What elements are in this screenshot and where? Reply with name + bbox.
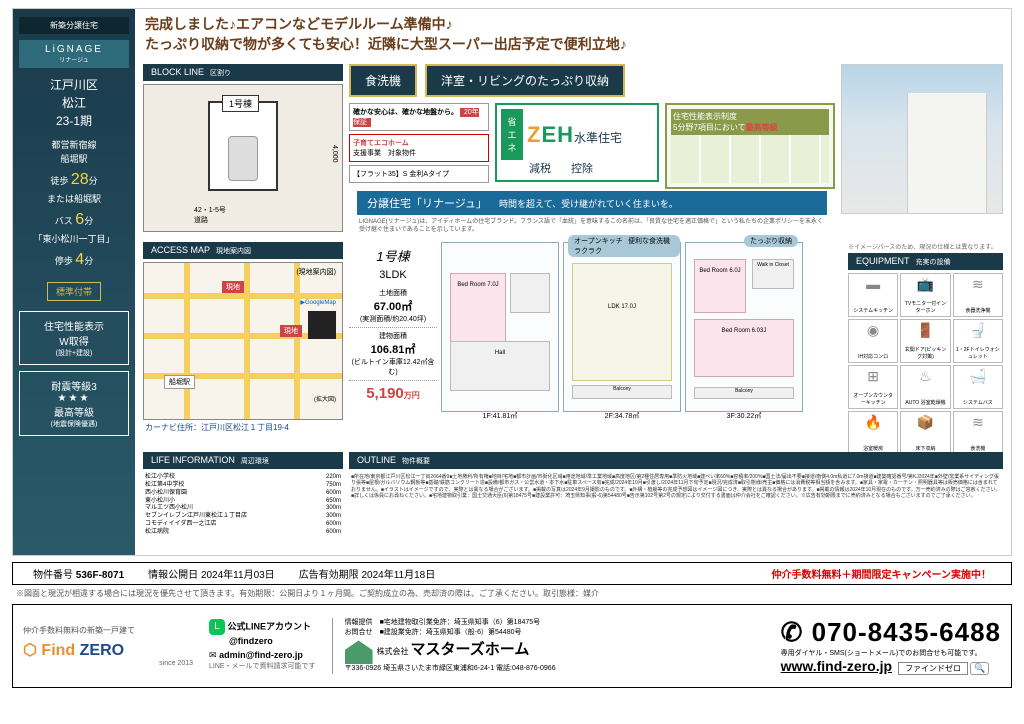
life-item: マルエツ西小松川300m bbox=[145, 505, 341, 513]
eco-home-box: 子育てエコホーム支援事業 対象物件 bbox=[349, 134, 489, 162]
equipment-item: ◉IH対応コンロ bbox=[848, 319, 898, 363]
equipment-item: ≋食器洗浄機 bbox=[953, 273, 1003, 317]
property-type-tag: 新築分譲住宅 bbox=[19, 17, 129, 34]
campaign-text: 仲介手数料無料＋期間限定キャンペーン実施中！ bbox=[760, 566, 1004, 581]
life-item: 松江小学校220m bbox=[145, 474, 341, 482]
floor-plan-2f: オープンキッチンでお手伝いもラクラク 便利な食洗機 LDK 17.0J Balc… bbox=[563, 242, 681, 412]
info-bar: 物件番号 536F-8071 情報公開日 2024年11月03日 広告有効期限 … bbox=[12, 562, 1012, 585]
floor-plan-section: 1号棟 3LDK 土地面積67.00㎡(実測面積/約20.40坪) 建物面積10… bbox=[349, 242, 842, 448]
warranty-box: 確かな安心は、確かな地盤から。 20年保証 bbox=[349, 103, 489, 131]
performance-box: 住宅性能表示W取得(設計+建設) bbox=[19, 311, 129, 365]
life-item: セブンイレブン江戸川東松江１丁目店300m bbox=[145, 513, 341, 521]
hero-headline: 完成しました♪エアコンなどモデルルーム準備中♪たっぷり収納で物が多くても安心！近… bbox=[135, 9, 1011, 60]
house-icon bbox=[345, 640, 373, 664]
features-section: 食洗機 洋室・リビングのたっぷり収納 確かな安心は、確かな地盤から。 20年保証… bbox=[349, 64, 835, 236]
life-item: コモディイイダ西一之江店600m bbox=[145, 521, 341, 529]
life-item: 西小松川保育園600m bbox=[145, 490, 341, 498]
train-access: 都営新宿線船堀駅 徒歩 28分 または船堀駅 バス 6分 「東小松川一丁目」 停… bbox=[19, 138, 129, 272]
earthquake-box: 耐震等級3★★★最高等級(地震保険優遇) bbox=[19, 371, 129, 436]
equipment-item: ⊞オープンカウンターキッチン bbox=[848, 365, 898, 409]
company-info: 情報提供 ■宅地建物取引業免許：埼玉県知事（6）第18475号 お問合せ ■建設… bbox=[332, 618, 556, 675]
equipment-item: ♨AUTO 浴室乾燥機 bbox=[900, 365, 950, 409]
location-map: 現地 現地 (現地案内図) ▶GoogleMap (拡大図) 船堀駅 bbox=[143, 262, 343, 420]
equipment-item: 📦床下収納 bbox=[900, 411, 950, 455]
equipment-item: 🔥浴室暖房 bbox=[848, 411, 898, 455]
search-icon: 🔍 bbox=[970, 662, 989, 675]
equipment-item: ≋食洗機 bbox=[953, 411, 1003, 455]
feature-badge-1: 食洗機 bbox=[349, 64, 417, 97]
content-area: 完成しました♪エアコンなどモデルルーム準備中♪たっぷり収納で物が多くても安心！近… bbox=[135, 9, 1011, 555]
feature-badge-2: 洋室・リビングのたっぷり収納 bbox=[425, 64, 625, 97]
disclaimer: ※図面と現況が相違する場合には現況を優先させて頂きます。有効期限：公開日より１ヶ… bbox=[12, 585, 1012, 602]
lineage-bar: 分譲住宅「リナージュ」時間を超えて、受け継がれていく住まいを。 bbox=[357, 191, 827, 215]
life-item: 松江病院600m bbox=[145, 529, 341, 537]
equipment-item: ▬システムキッチン bbox=[848, 273, 898, 317]
brand-logo: LiGNAGEリナージュ bbox=[19, 40, 129, 68]
floor-plan-1f: Bed Room 7.0J Hall 1F:41.81㎡ bbox=[441, 242, 559, 412]
block-line-section: BLOCK LINE区割り 1号棟 42・1-5号道路 4,000 bbox=[143, 64, 343, 236]
equipment-item: 📺TVモニター付インターホン bbox=[900, 273, 950, 317]
flat35-box: 【フラット35】S 金利Aタイプ bbox=[349, 165, 489, 183]
outline-section: OUTLINE物件概要 ■所在地/東京都江戸川区松江一丁目2664番9■土地権利… bbox=[349, 452, 1003, 526]
equipment-item: 🚽1・2Fトイレウォシュレット bbox=[953, 319, 1003, 363]
navi-address: カーナビ住所：江戸川区松江１丁目19-4 bbox=[143, 420, 343, 435]
life-info-section: LIFE INFORMATION周辺環境 松江小学校220m松江第4中学校750… bbox=[143, 452, 343, 526]
tel-box: ✆ 070-8435-6488 専用ダイヤル・SMS(ショートメール)でのお問合… bbox=[781, 617, 1001, 675]
zeh-box: 省エネ ZEH水準住宅 減税控除 bbox=[495, 103, 659, 182]
grade-box: 住宅性能表示制度5分野7項目において最高等級 bbox=[665, 103, 835, 189]
line-icon: L bbox=[209, 619, 225, 635]
equipment-item: 🛁システムバス bbox=[953, 365, 1003, 409]
qr-code bbox=[308, 311, 336, 339]
access-map-section: ACCESS MAP現地案内図 現地 現地 (現地案内図) ▶GoogleMap… bbox=[143, 242, 343, 448]
contact-line: L 公式LINEアカウント @findzero ✉ admin@find-zer… bbox=[209, 619, 316, 673]
location: 江戸川区松江23-1期 bbox=[19, 76, 129, 130]
findzero-logo: ⬡ Find ZERO bbox=[23, 640, 193, 660]
sidebar: 新築分譲住宅 LiGNAGEリナージュ 江戸川区松江23-1期 都営新宿線船堀駅… bbox=[13, 9, 135, 555]
standard-badge: 標準付帯 bbox=[47, 282, 101, 301]
equipment-section: ※イメージパースのため、現況の仕様とは異なります。 EQUIPMENT充実の設備… bbox=[848, 242, 1003, 448]
equipment-item: 🚪玄関ドア(ピッキング対策) bbox=[900, 319, 950, 363]
life-item: 松江第4中学校750m bbox=[145, 482, 341, 490]
site-plan: 1号棟 42・1-5号道路 4,000 bbox=[143, 84, 343, 232]
floor-plan-3f: たっぷり収納 Bed Room 6.0J Walk in Closet Bed … bbox=[685, 242, 803, 412]
footer: 仲介手数料無料の新築一戸建て ⬡ Find ZERO since 2013 L … bbox=[12, 604, 1012, 688]
email-icon: ✉ bbox=[209, 650, 217, 660]
exterior-photo bbox=[841, 64, 1003, 214]
